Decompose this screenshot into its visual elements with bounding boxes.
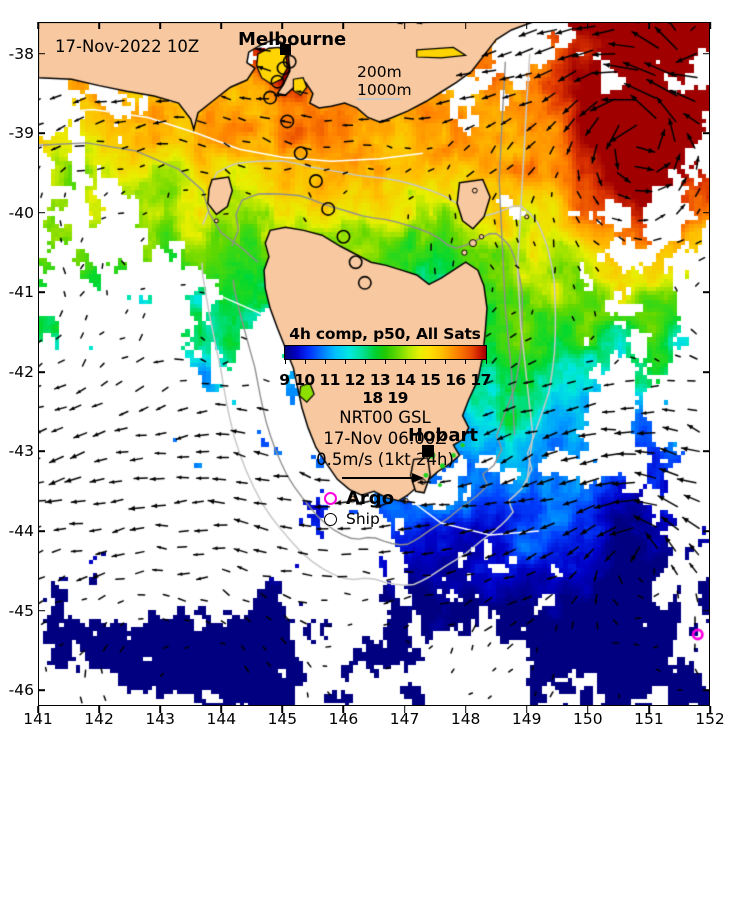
x-tick-mark [403, 706, 406, 713]
x-tick-label: 149 [511, 710, 542, 728]
map-legend: 4h comp, p50, All Sats 9 10 11 12 13 14 … [272, 325, 498, 528]
x-tick-mark-top [220, 22, 223, 29]
y-tick-mark [38, 450, 45, 453]
colorbar-title: 4h comp, p50, All Sats [289, 325, 481, 343]
sst-map-figure: 17-Nov-2022 10Z Melbourne Hobart 200m 10… [8, 22, 725, 728]
y-tick-label: -43 [8, 442, 34, 461]
x-tick-mark-top [709, 22, 711, 29]
x-tick-mark-top [342, 22, 345, 29]
y-tick-mark [38, 371, 45, 373]
legend-item-argo: Argo [324, 488, 394, 509]
x-tick-label: 146 [328, 710, 359, 728]
y-tick-mark [38, 132, 45, 135]
x-tick-label: 152 [695, 710, 725, 728]
y-tick-label: -41 [8, 283, 34, 302]
x-tick-mark [648, 706, 650, 713]
bathymetry-label-1000m: 1000m [357, 81, 412, 99]
observation-marker-layer[interactable] [38, 22, 710, 706]
ship-circle-icon [324, 512, 337, 526]
city-marker-melbourne [280, 44, 291, 55]
y-tick-label: -42 [8, 362, 34, 381]
bathymetry-label-200m: 200m [357, 63, 402, 81]
legend-label-argo: Argo [346, 488, 395, 510]
y-tick-mark [703, 212, 710, 214]
x-tick-label: 142 [84, 710, 114, 728]
vector-scale-label: 0.5m/s (1kt 24h) [316, 450, 454, 470]
y-tick-label: -44 [8, 522, 34, 541]
marker-key: Argo Ship [272, 487, 498, 528]
y-tick-mark [703, 609, 710, 612]
x-tick-mark-top [403, 22, 406, 29]
city-marker-hobart [422, 445, 434, 457]
city-label-melbourne: Melbourne [238, 29, 347, 50]
y-tick-label: -39 [8, 124, 34, 143]
x-tick-mark [464, 706, 467, 713]
bathymetry-swatch-1000m [357, 98, 401, 100]
x-tick-mark-top [98, 22, 100, 29]
colorbar-tick-marks [284, 360, 487, 372]
x-tick-label: 145 [267, 710, 298, 728]
vector-scale-arrow-icon [342, 471, 428, 483]
y-tick-mark [38, 609, 45, 612]
y-tick-mark [703, 371, 710, 373]
y-tick-label: -45 [8, 601, 34, 620]
x-tick-mark [281, 706, 284, 713]
y-tick-mark [703, 132, 710, 135]
x-tick-mark-top [525, 22, 528, 29]
x-tick-label: 141 [23, 710, 53, 728]
x-tick-mark-top [587, 22, 589, 29]
city-label-hobart: Hobart [408, 425, 478, 446]
x-tick-label: 143 [145, 710, 175, 728]
y-tick-mark [38, 53, 45, 55]
x-tick-mark [342, 706, 345, 713]
map-plot-area[interactable] [38, 22, 710, 706]
x-tick-mark-top [464, 22, 467, 29]
x-tick-mark [37, 706, 39, 713]
x-tick-label: 150 [573, 710, 603, 728]
colorbar-tick-labels: 9 10 11 12 13 14 15 16 17 18 19 [279, 371, 491, 407]
x-tick-mark [525, 706, 528, 713]
y-tick-mark [38, 689, 45, 691]
x-tick-label: 144 [206, 710, 237, 728]
x-tick-mark [220, 706, 223, 713]
x-tick-mark [159, 706, 161, 713]
valid-time-label: 17-Nov 06:00Z [323, 429, 447, 449]
x-tick-mark [98, 706, 100, 713]
argo-circle-icon [324, 492, 337, 506]
y-tick-mark [703, 450, 710, 453]
y-tick-mark [703, 291, 710, 294]
sst-colorbar [283, 345, 487, 360]
y-tick-label: -46 [8, 681, 34, 700]
x-tick-mark [709, 706, 711, 713]
product-label: NRT00 GSL [339, 408, 431, 427]
y-tick-mark [38, 291, 45, 294]
y-tick-mark [703, 689, 710, 691]
legend-item-ship: Ship [324, 510, 380, 528]
x-tick-mark-top [281, 22, 284, 29]
y-tick-mark [703, 53, 710, 55]
y-tick-mark [703, 530, 710, 532]
x-tick-label: 147 [389, 710, 420, 728]
x-tick-mark-top [648, 22, 650, 29]
legend-label-ship: Ship [346, 510, 380, 529]
x-tick-label: 148 [450, 710, 481, 728]
y-tick-mark [38, 212, 45, 214]
x-tick-mark [587, 706, 589, 713]
date-stamp-label: 17-Nov-2022 10Z [55, 37, 200, 56]
y-tick-mark [38, 530, 45, 532]
y-tick-label: -38 [8, 44, 34, 63]
y-tick-label: -40 [8, 203, 34, 222]
x-tick-mark-top [159, 22, 161, 29]
x-tick-label: 151 [634, 710, 664, 728]
x-tick-mark-top [37, 22, 39, 29]
